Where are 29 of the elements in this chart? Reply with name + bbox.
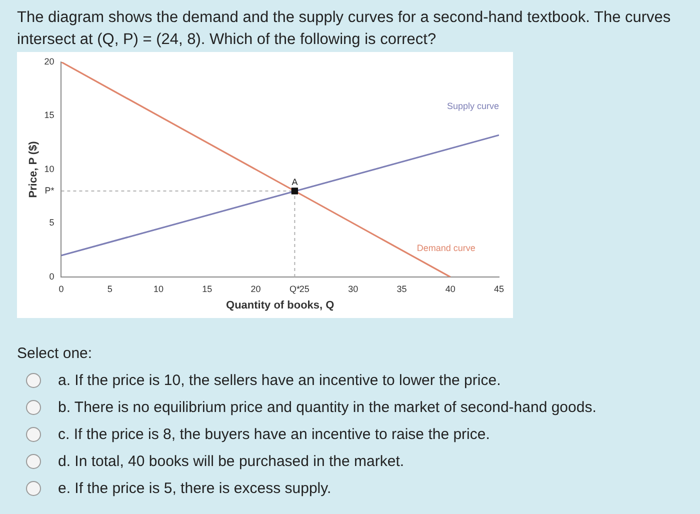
text: Supply curve bbox=[446, 101, 499, 112]
y-tick-label: 20 bbox=[44, 56, 54, 66]
text: c. If the price is 8, the buyers have an incentive to raise the price. bbox=[58, 424, 490, 444]
x-tick-label: 0 bbox=[58, 284, 64, 294]
x-tick-label: 35 bbox=[396, 284, 407, 294]
annotation: A bbox=[292, 176, 298, 187]
y-tick-label: 15 bbox=[44, 110, 54, 120]
text: e. If the price is 5, there is excess supply. bbox=[58, 478, 332, 498]
x-tick-label: 25 bbox=[299, 284, 310, 294]
series-label: Demand curve bbox=[416, 242, 476, 253]
x-axis-title: Quantity of books, Q bbox=[226, 299, 335, 312]
x-tick-label: 30 bbox=[348, 284, 358, 294]
x-tick-label: 10 bbox=[153, 284, 164, 294]
y-tick-label: P* bbox=[44, 185, 55, 196]
x-tick-label: 5 bbox=[107, 284, 112, 294]
y-tick-label: 0 bbox=[49, 271, 54, 282]
x-tick-label: Q* bbox=[289, 284, 300, 294]
x-tick-label: 20 bbox=[250, 284, 261, 294]
y-tick-label: 5 bbox=[49, 218, 54, 228]
x-tick-label: 40 bbox=[445, 284, 456, 294]
text: d. In total, 40 books will be purchased in the market. bbox=[58, 452, 404, 472]
text: Select one: bbox=[17, 344, 92, 364]
y-tick-label: 10 bbox=[44, 164, 54, 174]
y-axis-title: Price, P ($) bbox=[28, 140, 40, 198]
x-tick-label: 45 bbox=[494, 284, 504, 294]
text: a. If the price is 10, the sellers have an incentive to lower the price. bbox=[58, 370, 501, 390]
text: b. There is no equilibrium price and quantity in the market of second-hand goods. bbox=[58, 398, 596, 418]
chart-title: The diagram shows the demand and the supply curves for a second-hand textbook. The curves intersect at (Q, P) = (24, 8). Which of the following is correct? bbox=[17, 8, 672, 50]
x-tick-label: 15 bbox=[202, 284, 212, 294]
